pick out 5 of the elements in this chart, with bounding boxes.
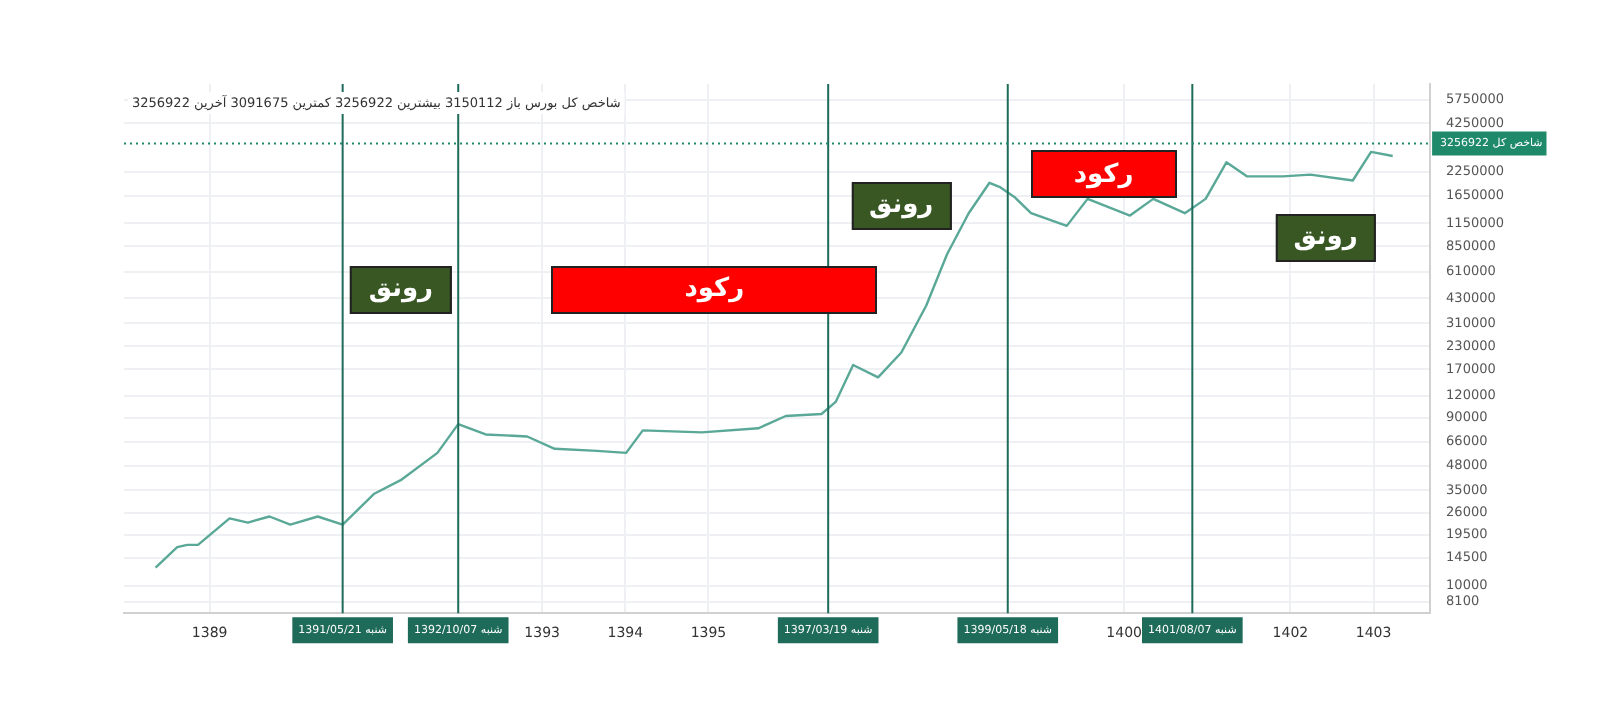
label-box: رکود [551, 265, 878, 314]
label-box: رونق [350, 265, 452, 314]
label-box: رکود [1030, 150, 1177, 199]
label-box: رونق [850, 181, 952, 230]
label-box: رونق [1275, 213, 1376, 262]
